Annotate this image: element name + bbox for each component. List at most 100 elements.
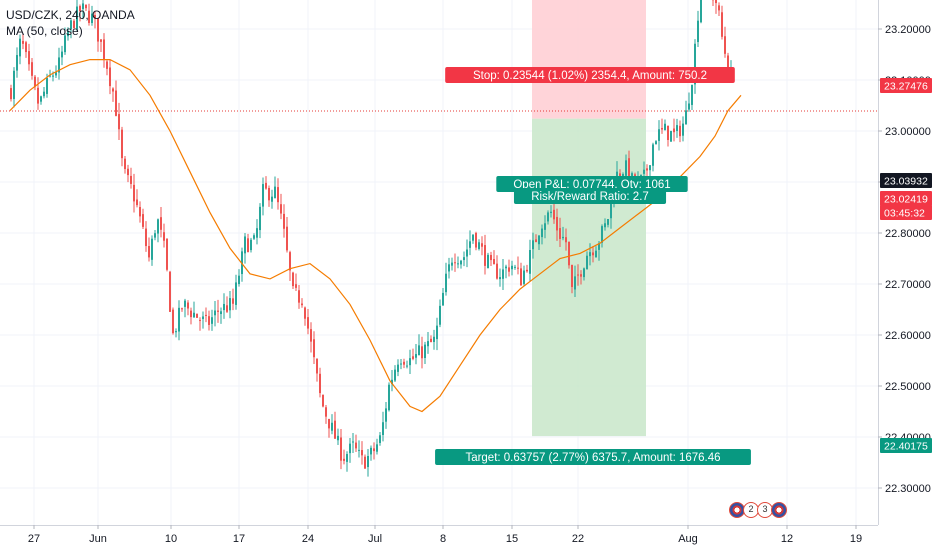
candle-body: [268, 188, 270, 200]
candle-body: [253, 235, 255, 239]
us-flag-icon[interactable]: [771, 502, 787, 518]
candle-body: [571, 265, 573, 287]
candle-body: [559, 228, 561, 239]
candle-body: [232, 298, 234, 303]
candle-body: [601, 226, 603, 243]
candle-body: [697, 21, 699, 42]
candle-body: [13, 71, 15, 99]
candle-body: [148, 246, 150, 257]
candle-body: [166, 239, 168, 270]
candle-body: [679, 126, 681, 136]
candle-body: [376, 444, 378, 451]
candle-body: [61, 52, 63, 58]
candle-body: [358, 450, 360, 451]
candle-body: [550, 212, 552, 213]
candle-body: [583, 268, 585, 277]
candle-body: [595, 251, 597, 257]
x-tick-label: 19: [850, 533, 862, 545]
candle-body: [118, 114, 120, 129]
candle-body: [121, 130, 123, 158]
candle-body: [475, 233, 477, 248]
candle-body: [295, 284, 297, 288]
candle-body: [46, 78, 48, 94]
candle-body: [322, 395, 324, 406]
candle-body: [22, 41, 24, 44]
candle-body: [346, 454, 348, 462]
candle-body: [382, 422, 384, 435]
x-tick-label: 15: [506, 533, 518, 545]
candle-body: [220, 311, 222, 314]
economic-events[interactable]: 2 3: [729, 499, 787, 521]
candle-body: [682, 124, 684, 136]
candle-body: [307, 317, 309, 328]
candle-body: [415, 354, 417, 358]
candle-body: [658, 129, 660, 141]
price-badge: 03:45:32: [884, 208, 925, 220]
candle-body: [478, 242, 480, 249]
price-badge: 22.40175: [884, 441, 928, 453]
candle-body: [283, 214, 285, 229]
candle-body: [19, 39, 21, 57]
stop-label: Stop: 0.23544 (1.02%) 2354.4, Amount: 75…: [473, 70, 707, 82]
x-tick-label: 24: [302, 533, 314, 545]
x-tick-label: 12: [781, 533, 793, 545]
candle-body: [655, 141, 657, 144]
candle-body: [652, 144, 654, 165]
candle-body: [190, 311, 192, 317]
candle-body: [43, 92, 45, 97]
candle-body: [673, 129, 675, 133]
candle-body: [112, 88, 114, 91]
candle-body: [721, 12, 723, 37]
candle-body: [388, 385, 390, 410]
candle-body: [574, 276, 576, 289]
candle-body: [187, 303, 189, 309]
candle-body: [670, 131, 672, 142]
candle-body: [400, 364, 402, 365]
candle-body: [157, 219, 159, 233]
candle-body: [133, 185, 135, 202]
x-tick-label: Jul: [368, 533, 382, 545]
x-tick-label: 17: [233, 533, 245, 545]
candle-body: [139, 207, 141, 216]
candle-body: [385, 408, 387, 421]
candle-body: [499, 277, 501, 279]
candle-body: [517, 268, 519, 269]
candle-body: [349, 444, 351, 453]
candle-body: [280, 204, 282, 213]
candle-body: [244, 236, 246, 253]
candle-body: [691, 85, 693, 105]
candle-body: [100, 39, 102, 41]
candle-body: [184, 301, 186, 307]
candle-body: [136, 200, 138, 206]
candle-body: [421, 346, 423, 358]
candle-body: [373, 448, 375, 451]
y-tick-label: 22.80000: [885, 228, 931, 240]
candle-body: [394, 370, 396, 381]
candle-body: [487, 255, 489, 268]
candle-body: [718, 5, 720, 10]
candle-body: [163, 232, 165, 241]
candle-body: [160, 217, 162, 230]
candle-body: [127, 169, 129, 175]
candle-body: [106, 61, 108, 68]
candle-body: [181, 308, 183, 309]
candle-body: [247, 238, 249, 252]
target-label: Target: 0.63757 (2.77%) 6375.7, Amount: …: [465, 452, 720, 464]
candle-body: [214, 311, 216, 316]
candle-body: [40, 96, 42, 101]
candle-body: [649, 165, 651, 170]
candle-body: [250, 240, 252, 250]
x-tick-label: 8: [440, 533, 446, 545]
candle-body: [463, 257, 465, 260]
candle-body: [397, 365, 399, 372]
candle-body: [490, 255, 492, 260]
candle-body: [151, 239, 153, 260]
candle-body: [301, 304, 303, 306]
candle-body: [472, 235, 474, 241]
x-tick-label: Jun: [89, 533, 107, 545]
candle-body: [544, 223, 546, 230]
candle-body: [406, 366, 408, 367]
candle-body: [541, 229, 543, 238]
